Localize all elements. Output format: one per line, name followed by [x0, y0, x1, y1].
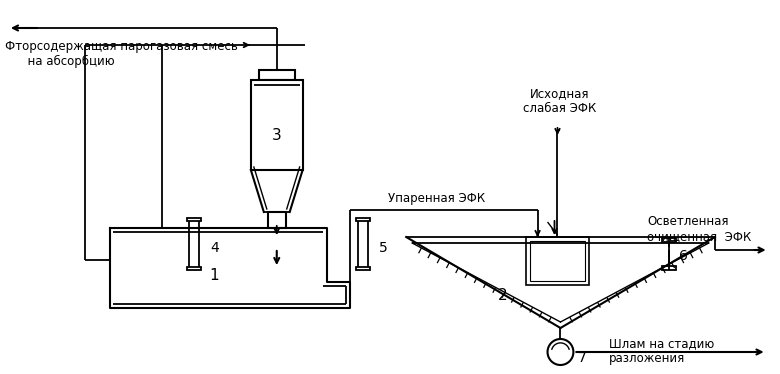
Bar [662, 238, 676, 242]
Bar [662, 266, 676, 270]
Bar [356, 267, 370, 270]
Text: Упаренная ЭФК: Упаренная ЭФК [388, 192, 485, 205]
Text: 3: 3 [272, 128, 282, 142]
Bar [187, 218, 201, 221]
Bar [251, 80, 303, 170]
Text: Исходная
слабая ЭФК: Исходная слабая ЭФК [523, 87, 596, 115]
Text: Фторсодержащая парогазовая смесь
      на абсорбцию: Фторсодержащая парогазовая смесь на абсо… [5, 40, 238, 68]
Text: 4: 4 [210, 241, 219, 255]
Text: 7: 7 [577, 351, 586, 365]
Text: Шлам на стадию
разложения: Шлам на стадию разложения [609, 337, 714, 365]
Text: 5: 5 [379, 241, 388, 255]
Bar [268, 212, 285, 228]
Bar [356, 218, 370, 221]
Bar [259, 70, 295, 80]
Bar [187, 267, 201, 270]
Bar [526, 237, 590, 285]
Bar [530, 241, 585, 281]
Text: 2: 2 [498, 288, 508, 303]
Text: 6: 6 [679, 249, 688, 263]
Text: Осветленная
очищенная  ЭФК: Осветленная очищенная ЭФК [647, 215, 751, 243]
Text: 1: 1 [209, 267, 219, 282]
